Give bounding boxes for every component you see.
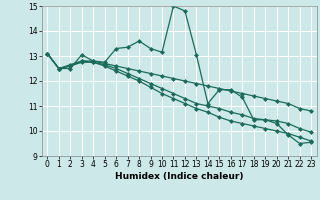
X-axis label: Humidex (Indice chaleur): Humidex (Indice chaleur): [115, 172, 244, 181]
